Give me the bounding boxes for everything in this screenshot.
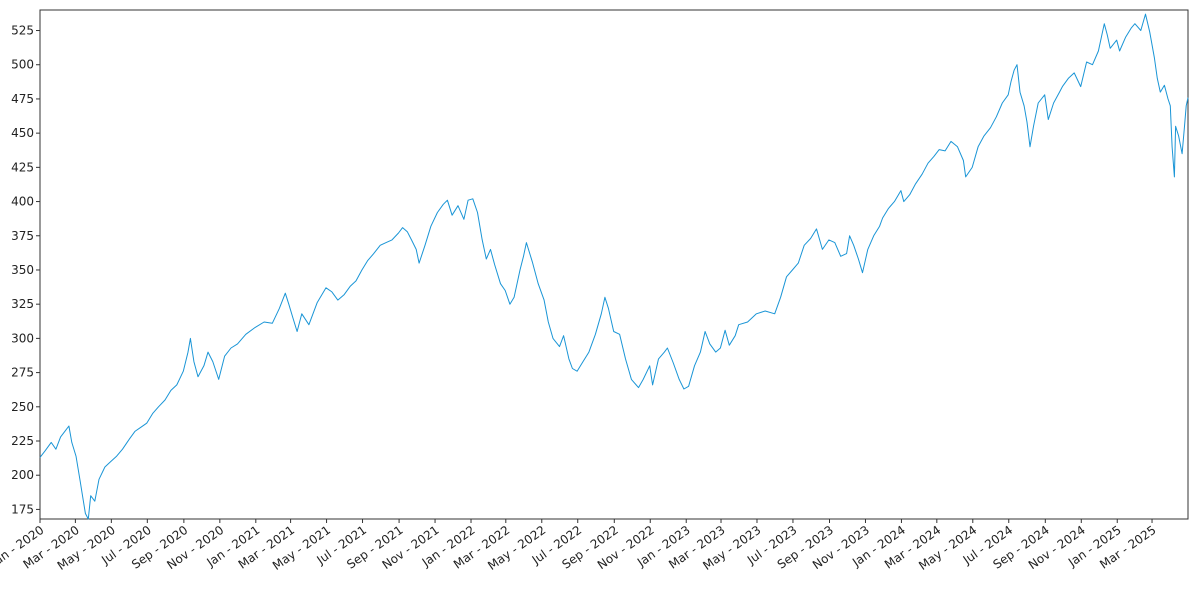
y-tick-label: 525 [11,24,34,38]
y-tick-label: 225 [11,434,34,448]
y-tick-label: 175 [11,502,34,516]
y-tick-label: 350 [11,263,34,277]
y-tick-label: 425 [11,160,34,174]
price-series-line [39,13,1189,520]
y-tick-label: 300 [11,331,34,345]
y-tick-label: 475 [11,92,34,106]
y-tick-label: 400 [11,195,34,209]
y-tick-label: 450 [11,126,34,140]
y-tick-label: 200 [11,468,34,482]
y-tick-label: 375 [11,229,34,243]
y-tick-label: 325 [11,297,34,311]
plot-frame [39,9,1189,520]
y-tick-label: 250 [11,400,34,414]
y-axis: 175 200 225 250 275 300 325 350 375 400 425 450 475 5… [11,24,40,516]
y-tick-label: 500 [11,58,34,72]
y-tick-label: 275 [11,366,34,380]
